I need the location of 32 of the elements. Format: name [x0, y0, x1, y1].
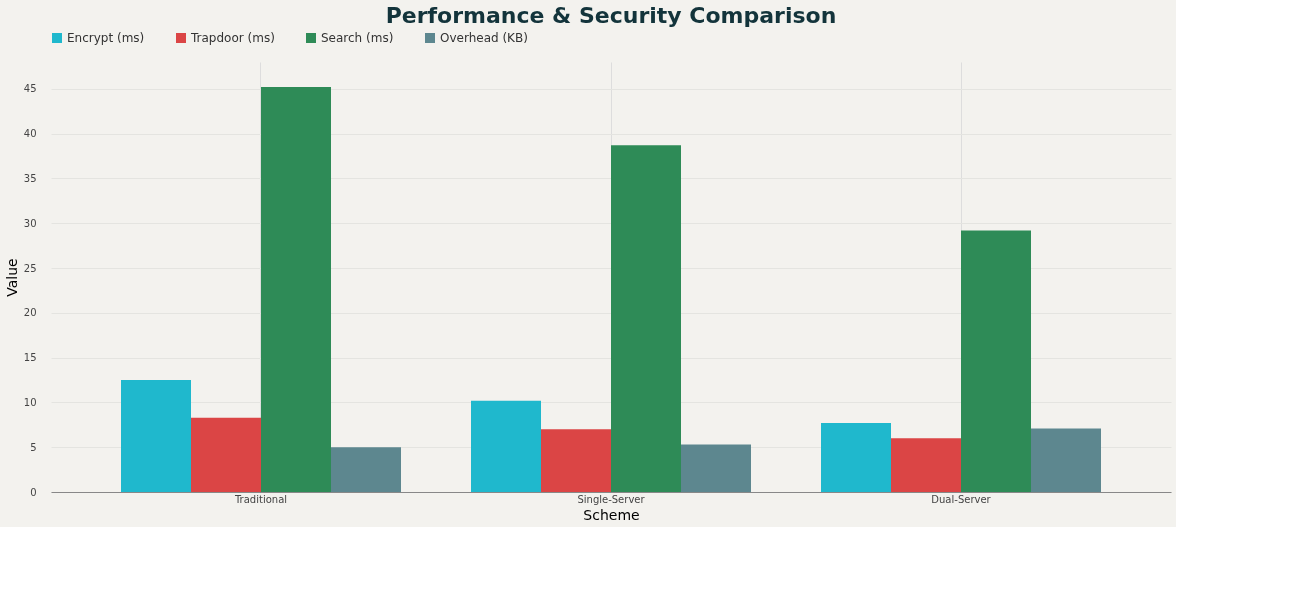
y-axis-title: Value	[3, 258, 20, 297]
y-tick-label: 15	[23, 352, 37, 364]
legend-label: Encrypt (ms)	[67, 31, 145, 45]
bar	[331, 447, 401, 492]
y-tick-label: 25	[23, 262, 37, 274]
bar	[1031, 428, 1101, 492]
y-tick-label: 10	[23, 396, 37, 408]
y-tick-label: 20	[23, 307, 37, 319]
y-tick-label: 5	[30, 441, 37, 453]
y-tick-label: 40	[23, 128, 37, 140]
y-tick-label: 45	[23, 83, 37, 95]
bar	[611, 145, 681, 492]
x-tick-label: Single-Server	[577, 493, 646, 505]
chart-title: Performance & Security Comparison	[385, 3, 837, 28]
bar	[261, 87, 331, 492]
bar	[891, 438, 961, 492]
bar	[191, 417, 261, 492]
x-tick-label: Traditional	[233, 493, 288, 505]
y-tick-label: 35	[23, 172, 37, 184]
y-tick-label: 30	[23, 217, 37, 229]
bar	[961, 230, 1031, 492]
y-tick-label: 0	[30, 486, 37, 498]
bar	[681, 444, 751, 492]
legend-label: Trapdoor (ms)	[190, 31, 275, 45]
legend-label: Overhead (KB)	[440, 31, 528, 45]
x-axis-title: Scheme	[583, 506, 640, 523]
x-tick-label: Dual-Server	[931, 493, 992, 505]
bar	[821, 423, 891, 492]
bar	[471, 400, 541, 492]
bar	[121, 380, 191, 492]
bar	[541, 429, 611, 492]
legend-label: Search (ms)	[321, 31, 394, 45]
